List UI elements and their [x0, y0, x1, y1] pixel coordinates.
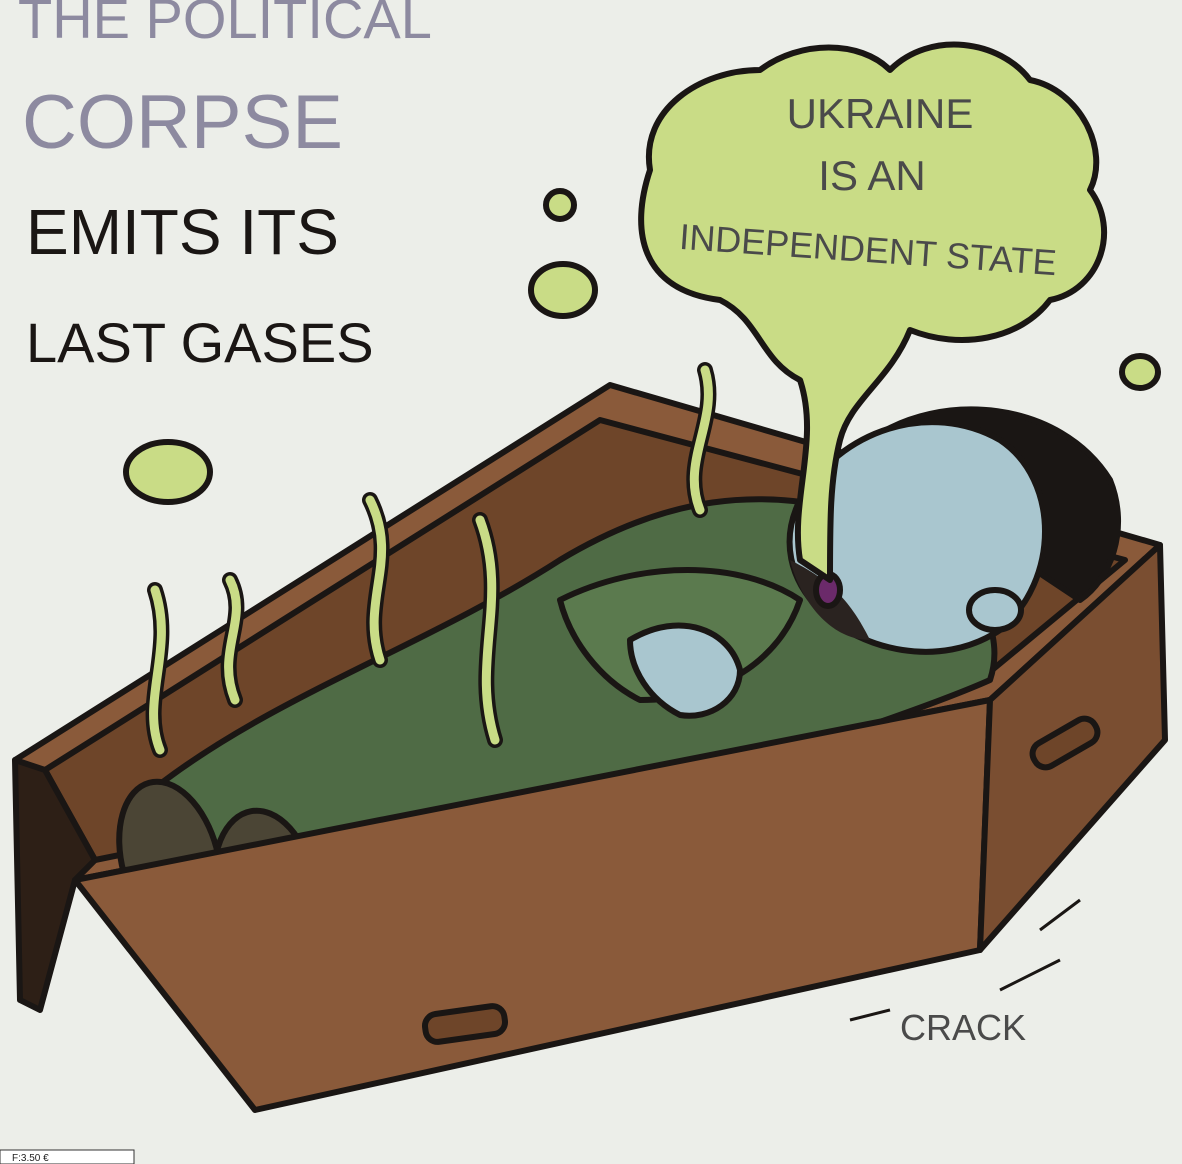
headline-line: CORPSE: [22, 80, 343, 165]
headline-line: EMITS ITS: [26, 196, 339, 268]
headline-line: THE POLITICAL: [18, 0, 432, 50]
speech-line: IS AN: [818, 152, 925, 199]
speech-line: UKRAINE: [787, 90, 974, 137]
cartoon: THE POLITICAL CORPSE EMITS ITS LAST GASE…: [0, 0, 1182, 1164]
page: THE POLITICAL CORPSE EMITS ITS LAST GASE…: [0, 0, 1182, 1164]
headline-line: LAST GASES: [26, 311, 374, 374]
ear: [969, 590, 1021, 630]
price-tag: F:3.50 €: [12, 1153, 49, 1164]
sound-effect: CRACK: [900, 1007, 1026, 1048]
